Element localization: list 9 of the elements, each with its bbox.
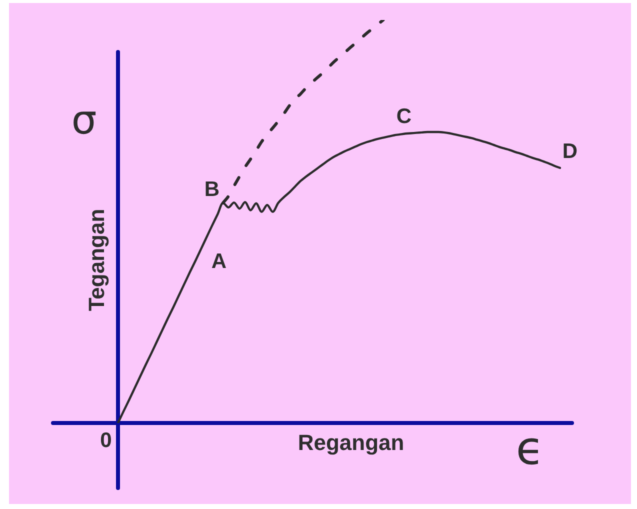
annotation: A <box>211 250 227 273</box>
x-axis-title: Regangan <box>298 430 404 456</box>
annotation: B <box>204 178 220 201</box>
annotation: ϵ <box>516 420 544 475</box>
text: 0 <box>100 428 112 452</box>
text: σ <box>71 97 97 144</box>
annotation: D <box>562 140 578 163</box>
y-axis-title: Tegangan <box>84 208 110 312</box>
annotation: C <box>396 104 412 128</box>
